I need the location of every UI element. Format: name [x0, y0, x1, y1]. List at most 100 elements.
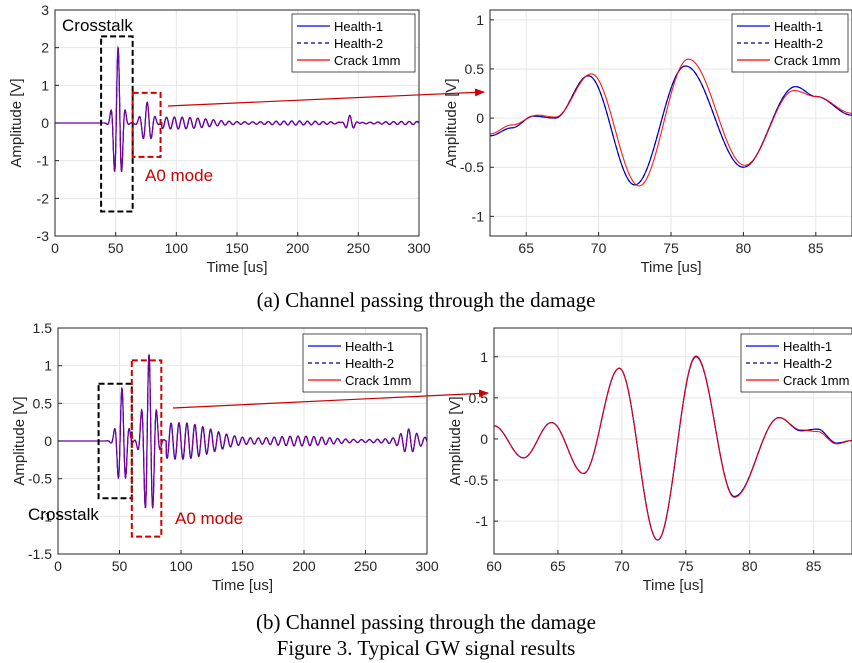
series-group	[55, 45, 419, 173]
y-tick-label: 0	[476, 110, 484, 126]
x-tick-label: 60	[486, 558, 502, 574]
y-tick-label: 1	[44, 358, 52, 374]
a0-mode-label-a: A0 mode	[145, 166, 213, 185]
legend: Health-1 Health-2 Crack 1mm	[740, 333, 852, 393]
y-tick-label: -1.5	[28, 546, 52, 562]
y-tick-label: 0.5	[469, 390, 489, 406]
y-tick-label: 1	[41, 77, 49, 93]
legend-entry: Health-2	[334, 36, 383, 51]
x-tick-label: 80	[736, 240, 752, 256]
legend-entry: Health-1	[774, 19, 823, 34]
axes-frame	[493, 327, 852, 555]
series-crack-1mm-line	[55, 45, 419, 173]
x-tick-label: 150	[225, 240, 249, 256]
x-tick-label: 300	[415, 558, 439, 574]
x-tick-label: 0	[51, 240, 59, 256]
x-axis-label: Time [us]	[206, 259, 267, 276]
x-tick-label: 100	[165, 240, 189, 256]
legend-entry: Health-1	[334, 19, 383, 34]
y-tick-label: -1	[472, 208, 485, 224]
y-tick-label: -0.5	[28, 471, 52, 487]
x-tick-label: 300	[407, 240, 431, 256]
x-tick-label: 70	[591, 240, 607, 256]
x-tick-label: 75	[678, 558, 694, 574]
series-crack-1mm-line	[494, 355, 852, 541]
y-axis-label: Amplitude [V]	[11, 396, 28, 485]
x-tick-label: 85	[806, 558, 822, 574]
x-tick-label: 50	[112, 558, 128, 574]
y-tick-label: 3	[41, 2, 49, 18]
y-tick-label: -1	[476, 513, 489, 529]
legend-entry: Health-1	[345, 339, 394, 354]
x-axis-label: Time [us]	[212, 577, 273, 594]
series-group	[494, 355, 852, 541]
y-axis-label: Amplitude [V]	[447, 396, 464, 485]
x-tick-label: 75	[663, 240, 679, 256]
x-tick-label: 250	[354, 558, 378, 574]
series-group	[58, 354, 427, 509]
y-tick-label: 0.5	[465, 61, 485, 77]
crosstalk-label-a: Crosstalk	[62, 16, 133, 35]
legend-entry: Crack 1mm	[334, 53, 400, 68]
x-axis-label: Time [us]	[640, 259, 701, 276]
y-tick-label: -0.5	[464, 472, 488, 488]
series-group	[490, 58, 852, 187]
y-tick-label: -1	[37, 153, 50, 169]
x-tick-label: 80	[742, 558, 758, 574]
x-tick-label: 65	[550, 558, 566, 574]
crosstalk-label-b: Crosstalk	[28, 505, 99, 524]
crosstalk-box-a	[100, 35, 134, 213]
legend-entry: Crack 1mm	[774, 53, 840, 68]
a0-mode-box-b	[130, 359, 163, 538]
x-tick-label: 70	[614, 558, 630, 574]
y-tick-label: -0.5	[460, 159, 484, 175]
x-tick-label: 0	[54, 558, 62, 574]
y-tick-label: 0	[44, 433, 52, 449]
x-tick-label: 200	[286, 240, 310, 256]
series-crack-1mm-line	[490, 58, 852, 187]
legend-entry: Health-1	[783, 339, 832, 354]
y-tick-label: 1	[480, 349, 488, 365]
x-tick-label: 150	[231, 558, 255, 574]
legend-entry: Crack 1mm	[783, 373, 849, 388]
y-tick-label: 0	[41, 115, 49, 131]
y-tick-label: -1	[40, 508, 53, 524]
figure-caption: Figure 3. Typical GW signal results	[276, 636, 576, 660]
zoom-arrow-a	[167, 88, 485, 107]
series-crack-1mm-line	[58, 354, 427, 509]
chart-a-full: 0 50 100 150 200 250 300 -3 -2 -1 0 1 2 3 Time [us] Amp…	[8, 2, 431, 276]
legend-entry: Health-2	[774, 36, 823, 51]
x-tick-label: 250	[347, 240, 371, 256]
legend-box	[740, 333, 852, 393]
x-tick-label: 85	[808, 240, 824, 256]
crosstalk-box-b	[97, 382, 133, 500]
y-axis-label: Amplitude [V]	[443, 78, 460, 167]
x-tick-label: 50	[108, 240, 124, 256]
y-tick-label: 2	[41, 40, 49, 56]
y-tick-label: -3	[37, 228, 50, 244]
row-a-caption: (a) Channel passing through the damage	[256, 288, 596, 312]
legend-entry: Crack 1mm	[345, 373, 411, 388]
legend: Health-1 Health-2 Crack 1mm	[731, 13, 849, 73]
y-tick-label: 0	[480, 431, 488, 447]
x-tick-label: 100	[169, 558, 193, 574]
chart-b-full: 0 50 100 150 200 250 300 -1.5 -1 -0.5 0 0.5 1 1.5 Time…	[11, 320, 439, 594]
legend-entry: Health-2	[783, 356, 832, 371]
x-tick-label: 65	[518, 240, 534, 256]
chart-a-zoom: 65 70 75 80 85 -1 -0.5 0 0.5 1 Time [us] Amplitude …	[443, 9, 852, 276]
x-tick-label: 200	[292, 558, 316, 574]
legend-entry: Health-2	[345, 356, 394, 371]
zoom-arrow-b	[172, 389, 489, 409]
y-tick-label: -2	[37, 190, 50, 206]
x-axis-label: Time [us]	[642, 577, 703, 594]
series-health-2-line	[490, 65, 852, 186]
row-b-caption: (b) Channel passing through the damage	[256, 610, 596, 634]
y-axis-label: Amplitude [V]	[8, 78, 25, 167]
y-tick-label: 0.5	[33, 395, 53, 411]
a0-mode-label-b: A0 mode	[175, 509, 243, 528]
a0-mode-box-a	[131, 91, 162, 158]
legend: Health-1 Health-2 Crack 1mm	[302, 333, 422, 393]
chart-b-zoom: 60 65 70 75 80 85 -1 -0.5 0 0.5 1 Time [us] Amplitud…	[447, 327, 852, 594]
legend: Health-1 Health-2 Crack 1mm	[291, 13, 416, 73]
